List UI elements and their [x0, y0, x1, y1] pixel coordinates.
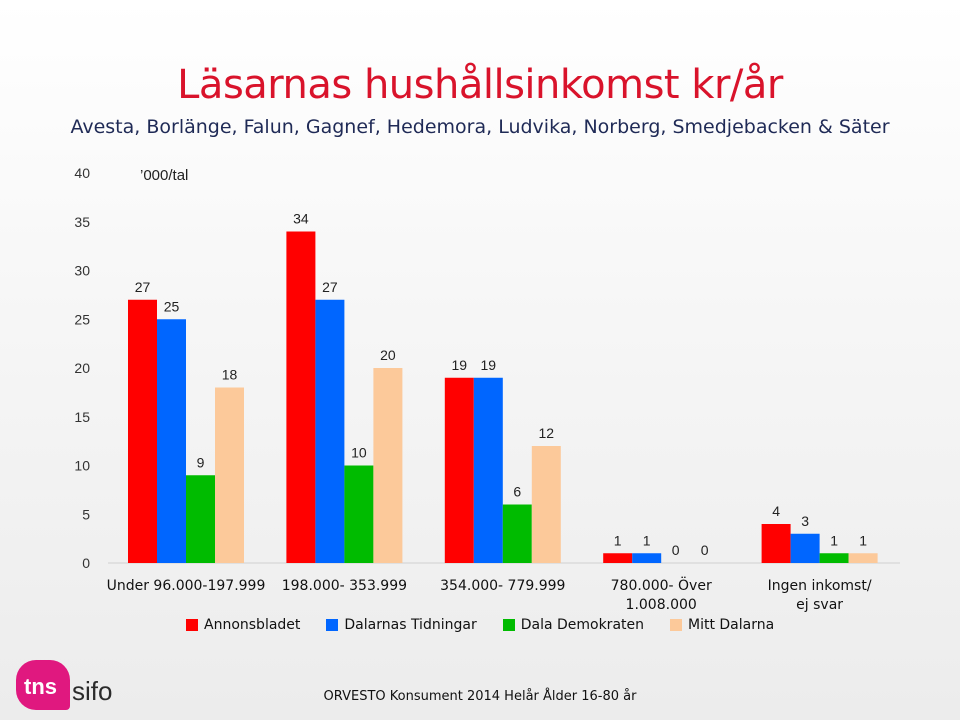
bar [157, 319, 186, 563]
income-bar-chart: 0510152025303540’000/tal2725918342710201… [74, 165, 900, 571]
legend-item: Annonsbladet [186, 617, 300, 633]
data-label: 20 [380, 347, 396, 363]
data-label: 10 [351, 445, 367, 461]
data-label: 1 [643, 532, 651, 548]
data-label: 1 [614, 532, 622, 548]
unit-label: ’000/tal [140, 167, 188, 184]
y-tick-label: 15 [74, 409, 90, 425]
category-label: 780.000- Över 1.008.000 [610, 578, 712, 613]
logo-sifo-text: sifo [72, 676, 113, 706]
legend-swatch [326, 619, 339, 631]
legend-swatch [502, 619, 515, 631]
y-tick-label: 10 [74, 458, 90, 474]
data-label: 27 [135, 279, 151, 295]
data-label: 18 [222, 367, 238, 383]
data-label: 1 [830, 532, 838, 548]
bar [790, 533, 820, 563]
category-label: 354.000- 779.999 [440, 578, 566, 594]
data-label: 6 [513, 484, 521, 500]
bar [819, 553, 849, 563]
y-tick-label: 35 [74, 214, 90, 230]
bar [761, 524, 791, 563]
bar [315, 299, 345, 563]
legend-swatch [670, 619, 682, 631]
bar [286, 231, 316, 563]
bar [186, 475, 215, 563]
category-label: Ingen inkomst/ ej svar [767, 578, 872, 613]
data-label: 34 [293, 211, 309, 227]
bar [128, 299, 157, 563]
data-label: 3 [801, 513, 809, 529]
y-tick-label: 40 [74, 165, 90, 181]
category-label: 198.000- 353.999 [281, 578, 408, 594]
data-label: 25 [164, 298, 180, 314]
legend-label: Dalarnas Tidningar [344, 617, 477, 633]
legend-item: Dala Demokraten [502, 617, 644, 633]
logo-tns-text: tns [24, 674, 57, 699]
y-tick-label: 20 [74, 360, 90, 376]
tns-sifo-logo: tns sifo [16, 660, 126, 710]
bar [473, 377, 503, 563]
chart-legend: Annonsbladet Dalarnas Tidningar Dala Demok… [186, 617, 774, 633]
data-label: 0 [701, 542, 709, 558]
page-subtitle: Avesta, Borlänge, Falun, Gagnef, Hedemor… [70, 116, 890, 138]
tns-logo-mark [16, 660, 70, 710]
bar [502, 504, 532, 563]
bar [215, 387, 244, 563]
y-tick-label: 0 [82, 555, 90, 571]
category-label: Under 96.000-197.999 [106, 578, 266, 594]
data-label: 9 [197, 454, 205, 470]
legend-label: Dala Demokraten [520, 617, 644, 633]
y-tick-label: 30 [74, 263, 90, 279]
bar [603, 553, 633, 563]
y-tick-label: 5 [82, 506, 90, 522]
y-tick-label: 25 [74, 311, 90, 327]
page-title: Läsarnas hushållsinkomst kr/år [177, 62, 783, 108]
legend-label: Annonsbladet [204, 617, 301, 633]
data-label: 4 [772, 503, 780, 519]
data-label: 12 [539, 425, 555, 441]
data-label: 27 [322, 279, 338, 295]
data-label: 0 [672, 542, 680, 558]
data-label: 1 [859, 532, 867, 548]
legend-swatch [186, 619, 198, 631]
bar [444, 377, 474, 563]
data-label: 19 [452, 357, 468, 373]
bar [848, 553, 878, 563]
legend-item: Mitt Dalarna [670, 617, 774, 633]
bar [373, 368, 403, 563]
legend-label: Mitt Dalarna [688, 617, 775, 633]
data-label: 19 [481, 357, 497, 373]
legend-item: Dalarnas Tidningar [326, 617, 477, 633]
bar [632, 553, 662, 563]
bar [344, 465, 374, 563]
footer-source: ORVESTO Konsument 2014 Helår Ålder 16-80… [323, 689, 637, 704]
bar [531, 446, 561, 563]
